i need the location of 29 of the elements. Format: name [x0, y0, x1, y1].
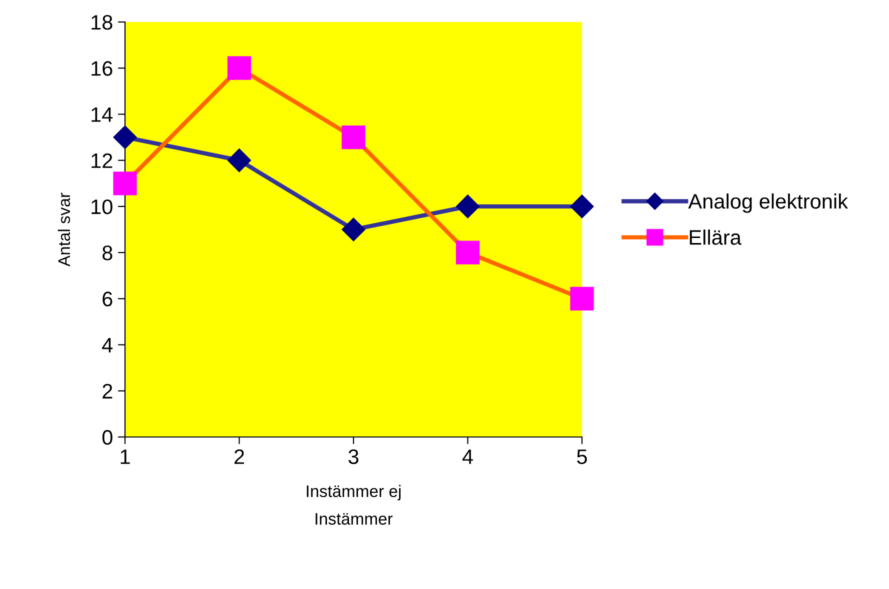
y-tick-label: 2 — [102, 384, 112, 398]
point — [112, 125, 138, 150]
point — [113, 172, 137, 196]
x-tick-label: 4 — [462, 450, 473, 464]
x-tick-label: 2 — [234, 449, 244, 464]
y-tick-label: 8 — [102, 246, 112, 260]
point — [570, 286, 594, 310]
point — [227, 148, 252, 172]
x-tick-label: 1 — [120, 450, 130, 464]
y-tick-label: 0 — [102, 430, 112, 445]
x-tick-label: 5 — [577, 450, 587, 464]
legend-label: Analog elektronik — [688, 193, 848, 213]
y-tick-label: 14 — [92, 107, 113, 122]
y-tick-label: 12 — [92, 153, 112, 168]
legend-label: Ellära — [690, 230, 742, 245]
x-axis-title: Instämmer ej Instämmer — [306, 484, 401, 525]
point — [342, 125, 366, 150]
y-tick-label: 10 — [92, 199, 112, 214]
y-tick-label: 16 — [92, 61, 112, 76]
y-tick-label: 4 — [102, 338, 113, 352]
x-tick-label: 3 — [348, 449, 358, 464]
y-tick-label: 6 — [102, 292, 112, 306]
y-tick-label: 18 — [92, 15, 112, 30]
point — [227, 56, 252, 80]
y-axis-title: Antal svar — [58, 192, 70, 267]
point — [341, 217, 366, 242]
point — [456, 194, 480, 218]
point — [456, 240, 480, 264]
point — [570, 194, 594, 218]
